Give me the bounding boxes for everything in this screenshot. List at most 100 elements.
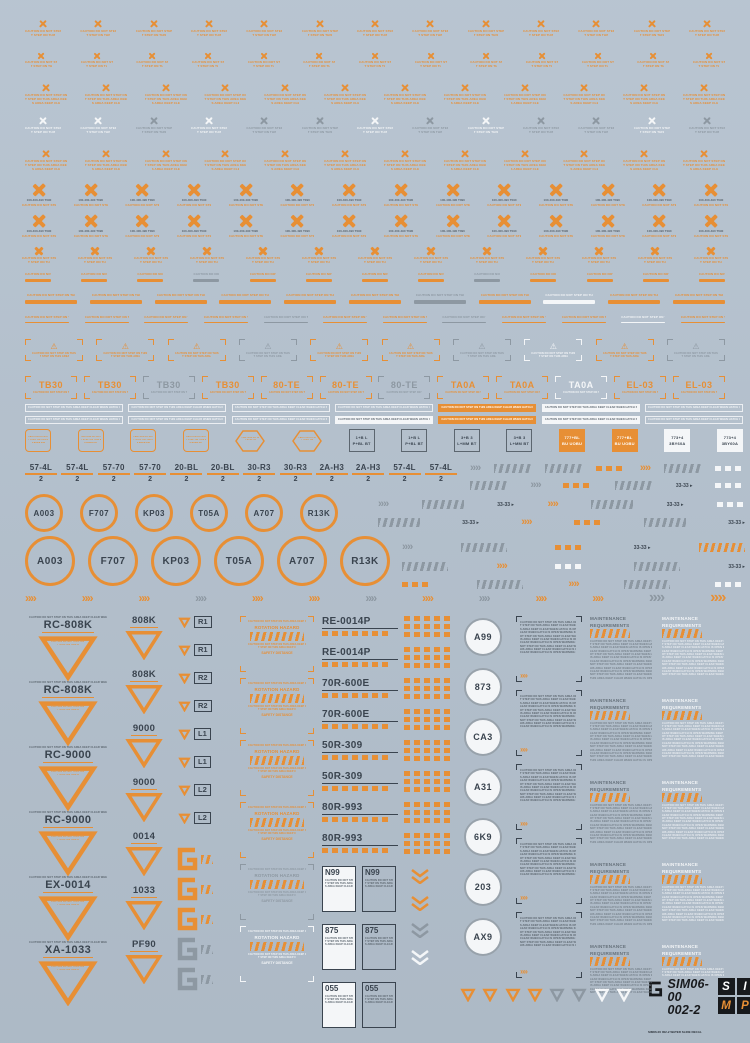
x-mark-icon	[314, 245, 324, 256]
micro-text: CAUTION DO NOT STEP ON THIS AREA KEEP CL…	[27, 294, 75, 298]
dash-strip	[596, 466, 627, 471]
micro-text: CAUTION DO NOT STEP ON THIS AREA KEEP CL…	[621, 316, 665, 320]
micro-line: IS AREA KEEP CLEAR WHEN HATCH IS OPEN WA…	[520, 785, 576, 789]
micro-line: CLEAR WHEN HATCH IS OPEN WARNING KEEP AW…	[662, 659, 724, 663]
hazard-stripe	[201, 884, 213, 894]
micro-line: NOT STEP ON THIS AREA KEEP CLEAR WHEN HA…	[520, 940, 576, 944]
micro-line: CAUTION DO NOT STEP ON THIS AREA KEEP CL…	[530, 273, 557, 276]
x-marking-decal: CAUTION DO NOT STEP ON THIS AREA KEEP CL…	[414, 245, 448, 265]
caution-decal: CAUTION DO NOT STEP ON THIS AREA KEEP CL…	[444, 83, 486, 106]
micro-text: CAUTION DO NOT STEP ON THIS AREA KEEP CL…	[246, 127, 282, 135]
micro-line: CAUTION DO NOT STEP ON THIS AREA KEEP CL…	[633, 30, 670, 33]
flow-arrow-icon: »»	[648, 589, 665, 606]
micro-text: CAUTION DO NOT STEP ON THIS AREA KEEP CL…	[298, 437, 316, 443]
micro-line: T STEP ON THIS AREA KEEP CLEAR WHEN HATC…	[308, 260, 330, 264]
hazard-triangle-small: 808K	[118, 670, 170, 719]
plate-code: L+MM BT	[457, 441, 477, 446]
code-rule-decal: 57-70 2	[134, 463, 167, 483]
quantity-label: 2	[220, 475, 225, 483]
code-rule-decal: 57-4L 2	[388, 463, 421, 483]
corner-bracket	[516, 912, 522, 918]
micro-line: CAUTION DO NOT STEP ON THIS AREA KEEP CL…	[502, 316, 546, 319]
micro-line: CAUTION DO NOT STEP ON THIS AREA KEEP CL…	[234, 406, 327, 410]
micro-line: CAUTION DO NOT STEP ON THIS AREA KEEP CL…	[27, 294, 75, 297]
micro-line: HIS AREA KEEP CLEAR WHEN HATCH IS OPEN W…	[662, 830, 724, 834]
micro-text: CAUTION DO NOT STEP ON THIS AREA KEEP CL…	[151, 391, 187, 394]
flow-arrow-icon: »»	[251, 591, 264, 605]
micro-line: T STEP ON THIS AREA KEEP CLEAR WHEN HATC…	[264, 163, 307, 167]
micro-line: CAUTION DO NOT STEP ON THIS AREA KEEP CL…	[325, 994, 353, 998]
maintenance-title: MAINTENANCE	[590, 616, 627, 621]
triangle-icon	[125, 901, 163, 931]
x-mark-icon	[204, 116, 213, 126]
x-mark-icon	[640, 149, 649, 159]
micro-text: CAUTION DO NOT STEP ON THIS AREA KEEP CL…	[539, 235, 573, 239]
micro-line: CAUTION DO NOT STEP ON THIS AREA KEEP CL…	[412, 30, 449, 33]
micro-text: CAUTION DO NOT STEP ON THIS AREA KEEP CL…	[539, 204, 573, 208]
micro-text: CAUTION DO NOT STEP ON THIS AREA KEEP CL…	[25, 61, 57, 69]
micro-line: CAUTION DO NOT STEP ON THIS AREA KEEP CL…	[414, 61, 447, 64]
micro-line: HIS AREA KEEP CLEAR WHEN HATCH IS OPEN W…	[590, 748, 652, 752]
small-triangle	[594, 988, 610, 1007]
dash-strip	[404, 632, 454, 637]
code-circle: A707	[277, 536, 327, 586]
micro-line: CAUTION DO NOT STEP ON THIS AREA KEEP CL…	[522, 30, 559, 33]
triangle-icon	[38, 896, 98, 942]
chevron-arrow-icon: »»	[568, 578, 579, 590]
chevron-arrow-icon: »»	[378, 498, 389, 510]
model-number-line1: SIM06-00	[667, 977, 710, 1004]
micro-line: T STEP ON THIS AREA KEEP CLEAR WHEN HATC…	[396, 355, 425, 359]
x-mark-icon	[400, 83, 409, 93]
micro-text: CAUTION DO NOT STEP ON THIS AREA KEEP CL…	[338, 418, 430, 421]
micro-line: T STEP ON THIS AREA KEEP CLEAR WHEN HATC…	[196, 33, 221, 37]
micro-text: CAUTION DO NOT STEP ON THIS AREA KEEP CL…	[662, 968, 724, 978]
hazard-stripe	[590, 875, 630, 884]
micro-line: CAUTION DO NOT STEP ON THIS AREA KEEP CL…	[350, 294, 399, 297]
micro-text: CAUTION DO NOT STEP ON THIS AREA KEEP CL…	[638, 257, 672, 265]
corner-bracket	[308, 678, 314, 684]
maintenance-title: REQUIREMENTS	[662, 786, 702, 792]
micro-text: CAUTION DO NOT STEP ON THIS AREA KEEP CL…	[32, 352, 76, 359]
micro-line: T STEP ON THIS AREA KEEP CLEAR WHEN HATC…	[662, 642, 724, 646]
corner-bracket	[576, 690, 582, 696]
position-marker: L2	[178, 784, 211, 796]
strip-code-label: 33-33 ▸	[497, 501, 514, 508]
micro-line: CAUTION DO NOT STEP ON THIS AREA KEEP CL…	[241, 436, 259, 439]
micro-text: CAUTION DO NOT STEP ON THIS AREA KEEP CL…	[85, 160, 127, 172]
corner-bracket	[71, 376, 77, 382]
micro-text: CAUTION DO NOT STEP ON THIS AREA KEEP CL…	[648, 406, 740, 409]
micro-line: T STEP ON THIS AREA KEEP CLEAR WHEN HATC…	[473, 33, 498, 37]
micro-line: T STEP ON THIS AREA KEEP CLEAR WHEN HATC…	[365, 997, 393, 1001]
x-mark-icon	[135, 182, 149, 197]
micro-line: LEAR WHEN HATCH IS OPEN WARNING KEEP AWA…	[662, 649, 724, 653]
chevron-down-decal	[410, 922, 430, 943]
micro-text: CAUTION DO NOT STEP ON THIS AREA KEEP CL…	[248, 930, 306, 933]
micro-line: CAUTION DO NOT STEP ON THIS AREA KEEP CL…	[581, 61, 614, 64]
micro-text: CAUTION DO NOT STEP ON THIS AREA KEEP CL…	[386, 391, 422, 394]
x-mark-icon	[94, 116, 103, 126]
dash-strip	[322, 848, 392, 853]
micro-line: NOT STEP ON THIS AREA KEEP CLEAR WHEN HA…	[520, 718, 576, 722]
rotation-hazard-panel: CAUTION DO NOT STEP ON THIS AREA KEEP CL…	[240, 740, 314, 796]
micro-line: THIS AREA KEEP CLEAR WHEN HATCH IS OPEN …	[590, 758, 652, 762]
micro-line: CAUTION DO NOT STEP ON THIS AREA KEEP CL…	[337, 406, 430, 410]
underline-decal: CAUTION DO NOT STEP ON THIS AREA KEEP CL…	[680, 316, 725, 324]
hazard-triangle-large: CAUTION DO NOT STEP ON THIS AREA KEEP CL…	[25, 876, 111, 946]
warning-triangle: CAUTION DO NOT STEP ON THIS AREA KEEP CL…	[38, 700, 98, 751]
micro-line: CAUTION DO NOT STEP ON THIS AREA KEEP CL…	[91, 294, 140, 297]
corner-bracket	[77, 354, 83, 361]
micro-line: CAUTION DO NOT STEP ON THIS AREA KEEP CL…	[662, 967, 724, 971]
corner-bracket	[718, 393, 725, 399]
corner-bracket	[25, 354, 31, 361]
micro-line: CAUTION DO NOT STEP ON THIS AREA KEEP CL…	[22, 235, 56, 238]
micro-line: S AREA KEEP CLEAR WHEN HATCH IS OPEN WAR…	[151, 167, 180, 171]
code-plate-box: 3+B 3 L+MM BT	[506, 429, 533, 452]
plate-code: BU UOBU	[562, 441, 583, 446]
x-marking-decal: CAUTION DO NOT STEP ON THIS AREA KEEP CL…	[190, 245, 224, 265]
micro-line: CLEAR WHEN HATCH IS OPEN WARNING KEEP AW…	[520, 873, 576, 877]
micro-line: T STEP ON THIS AREA KEEP CLEAR WHEN HATC…	[141, 64, 163, 68]
micro-text: CAUTION DO NOT STEP ON THIS AREA KEEP CL…	[248, 705, 306, 711]
text-strip-row: CAUTION DO NOT STEP ON THIS AREA KEEP CL…	[25, 416, 743, 424]
corner-bracket	[516, 616, 522, 622]
